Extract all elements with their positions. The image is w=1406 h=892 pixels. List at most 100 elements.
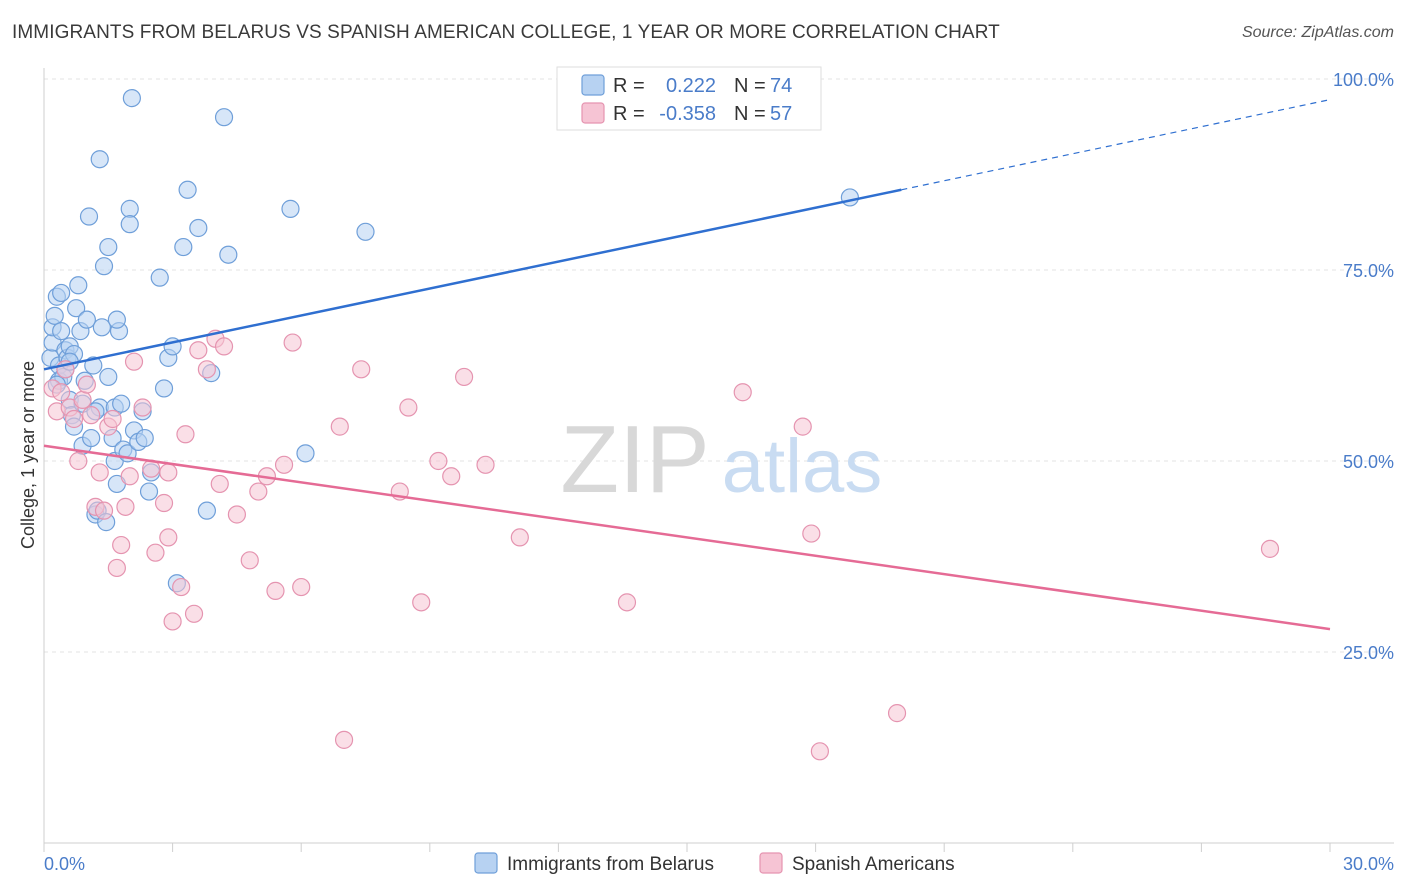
- scatter-point: [274, 455, 294, 474]
- stats-legend-swatch: [581, 102, 605, 124]
- scatter-point: [82, 406, 101, 425]
- scatter-point: [120, 215, 139, 234]
- scatter-point: [189, 341, 208, 360]
- series-legend-label: Immigrants from Belarus: [507, 854, 714, 875]
- scatter-point: [210, 474, 229, 494]
- scatter-point: [174, 237, 193, 257]
- scatter-point: [84, 356, 103, 375]
- scatter-point: [399, 398, 418, 417]
- scatter-point: [249, 482, 268, 501]
- trend-line-belarus-extension: [901, 99, 1331, 191]
- series-belarus: [41, 88, 859, 593]
- stats-n-label: N =: [734, 75, 766, 97]
- y-axis-title: College, 1 year or more: [18, 361, 38, 549]
- scatter-point: [135, 428, 154, 448]
- scatter-point: [94, 257, 114, 276]
- scatter-point: [150, 268, 169, 287]
- trend-line-belarus: [43, 188, 902, 371]
- scatter-point: [163, 612, 182, 631]
- scatter-point: [334, 730, 354, 749]
- scatter-point: [296, 444, 315, 463]
- scatter-point: [52, 383, 71, 402]
- x-tick-label-min: 0.0%: [44, 854, 85, 874]
- scatter-point: [197, 501, 216, 520]
- y-tick-label: 100.0%: [1333, 70, 1394, 90]
- scatter-point: [82, 428, 101, 448]
- scatter-point: [330, 417, 349, 436]
- stats-n-value: 57: [770, 103, 792, 125]
- scatter-point: [240, 551, 259, 570]
- scatter-point: [77, 375, 96, 394]
- scatter-point: [112, 535, 131, 555]
- scatter-point: [122, 88, 141, 108]
- scatter-point: [67, 299, 86, 318]
- scatter-point: [227, 505, 246, 524]
- scatter-point: [120, 467, 139, 486]
- scatter-point: [214, 108, 234, 127]
- scatter-point: [146, 543, 165, 562]
- scatter-point: [64, 409, 84, 429]
- scatter-point: [176, 425, 195, 444]
- scatter-point: [154, 379, 174, 398]
- scatter-point: [159, 528, 178, 547]
- scatter-point: [281, 199, 300, 218]
- stats-legend-swatch: [581, 74, 605, 96]
- series-spanish-american: [43, 329, 1280, 761]
- scatter-point: [429, 451, 448, 471]
- scatter-point: [412, 593, 431, 612]
- scatter-point: [73, 390, 92, 409]
- scatter-point: [283, 333, 302, 352]
- scatter-point: [840, 188, 859, 207]
- scatter-point: [94, 501, 114, 520]
- scatter-point: [197, 360, 216, 379]
- trend-line-spanish-american: [43, 444, 1331, 631]
- y-tick-label: 50.0%: [1343, 452, 1394, 472]
- scatter-point: [69, 451, 88, 471]
- series-legend-swatch: [474, 852, 498, 874]
- scatter-point: [133, 398, 152, 417]
- stats-r-value: -0.358: [659, 103, 716, 125]
- series-legend-label: Spanish Americans: [792, 854, 955, 875]
- scatter-point: [1260, 539, 1280, 558]
- scatter-point: [454, 367, 474, 387]
- scatter-point: [793, 417, 812, 436]
- scatter-point: [112, 394, 131, 413]
- scatter-point: [159, 463, 178, 482]
- y-tick-label: 25.0%: [1343, 643, 1394, 663]
- scatter-point: [52, 283, 71, 303]
- scatter-point: [510, 528, 529, 547]
- scatter-point: [266, 581, 285, 600]
- scatter-point: [442, 467, 461, 486]
- watermark-atlas: atlas: [722, 424, 883, 509]
- scatter-point: [356, 222, 375, 241]
- scatter-point: [107, 558, 126, 578]
- scatter-point: [90, 150, 109, 169]
- scatter-point: [189, 218, 208, 238]
- scatter-point: [214, 337, 234, 356]
- stats-legend: R = 0.222 N = 74 R = -0.358 N = 57: [556, 66, 822, 131]
- scatter-point: [120, 199, 139, 218]
- scatter-point: [292, 577, 311, 597]
- series-legend-swatch: [759, 852, 783, 874]
- scatter-point: [79, 207, 99, 226]
- stats-r-label: R =: [613, 103, 645, 125]
- scatter-point: [476, 455, 495, 474]
- scatter-point: [124, 352, 144, 371]
- scatter-point: [172, 577, 191, 597]
- scatter-point: [92, 318, 111, 337]
- scatter-point: [52, 322, 71, 341]
- stats-r-value: 0.222: [666, 75, 716, 97]
- watermark-zip: ZIP: [560, 406, 709, 513]
- scatter-point: [77, 310, 96, 329]
- scatter-point: [184, 604, 204, 623]
- scatter-point: [154, 493, 174, 513]
- chart-source: Source: ZipAtlas.com: [1241, 24, 1394, 41]
- scatter-point: [219, 245, 238, 264]
- scatter-point: [99, 237, 118, 257]
- stats-n-label: N =: [734, 103, 766, 125]
- scatter-point: [69, 276, 88, 295]
- scatter-point: [90, 463, 109, 482]
- scatter-point: [99, 367, 118, 387]
